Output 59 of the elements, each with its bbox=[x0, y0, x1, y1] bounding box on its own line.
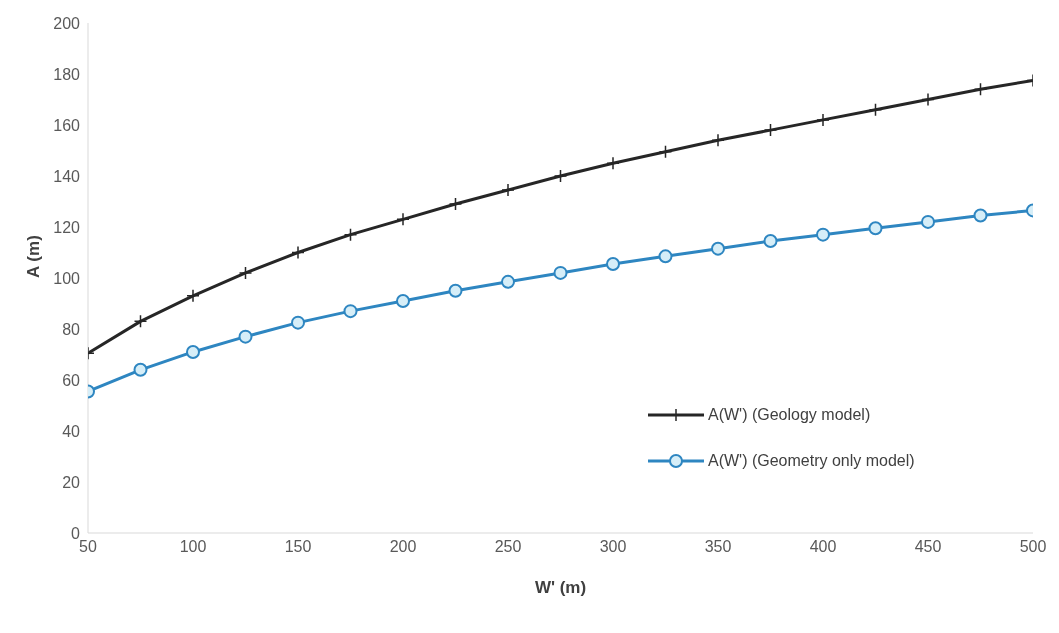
point bbox=[763, 234, 778, 249]
y-tick-label: 120 bbox=[53, 218, 81, 236]
point bbox=[973, 208, 988, 223]
x-tick-label: 350 bbox=[704, 538, 732, 556]
point bbox=[553, 265, 568, 280]
y-tick-label: 200 bbox=[53, 14, 81, 32]
y-tick-label: 0 bbox=[71, 524, 81, 542]
x-tick-label: 200 bbox=[389, 538, 417, 556]
point bbox=[238, 266, 253, 280]
y-tick-label: 80 bbox=[62, 320, 81, 338]
x-tick-label: 50 bbox=[79, 538, 97, 556]
y-axis-title: A (m) bbox=[24, 235, 44, 278]
y-tick-label: 180 bbox=[53, 65, 81, 83]
point bbox=[238, 329, 253, 344]
y-tick-label: 140 bbox=[53, 167, 81, 185]
y-tick-label: 160 bbox=[53, 116, 81, 134]
x-tick-label: 250 bbox=[494, 538, 522, 556]
point bbox=[186, 344, 200, 359]
y-tick-label: 100 bbox=[53, 269, 81, 287]
point bbox=[133, 314, 148, 329]
y-tick-label: 40 bbox=[62, 422, 81, 440]
point bbox=[868, 221, 883, 236]
point bbox=[606, 256, 620, 271]
point bbox=[133, 362, 148, 377]
point bbox=[448, 283, 463, 298]
x-tick-label: 100 bbox=[179, 538, 207, 556]
x-tick-label: 450 bbox=[914, 538, 942, 556]
point bbox=[343, 227, 358, 242]
point bbox=[711, 241, 725, 256]
point bbox=[921, 92, 935, 107]
point bbox=[501, 274, 515, 289]
point bbox=[816, 227, 830, 242]
legend-label: A(W') (Geology model) bbox=[708, 406, 871, 424]
point bbox=[973, 82, 988, 97]
point bbox=[606, 156, 620, 170]
x-tick-label: 400 bbox=[809, 538, 837, 556]
x-tick-label: 300 bbox=[599, 538, 627, 556]
y-tick-label: 20 bbox=[62, 473, 81, 491]
point bbox=[343, 304, 358, 319]
point bbox=[501, 183, 515, 197]
point bbox=[868, 102, 883, 117]
x-tick-label: 150 bbox=[284, 538, 312, 556]
point bbox=[921, 214, 935, 229]
point bbox=[816, 113, 830, 127]
point bbox=[186, 289, 200, 303]
point bbox=[396, 293, 410, 308]
point bbox=[291, 315, 305, 330]
point bbox=[396, 212, 410, 227]
point bbox=[291, 245, 305, 260]
x-axis-title: W' (m) bbox=[534, 578, 587, 597]
x-tick-label: 500 bbox=[1019, 538, 1047, 556]
y-tick-label: 60 bbox=[62, 371, 81, 389]
point bbox=[448, 197, 463, 211]
point bbox=[658, 249, 673, 264]
point bbox=[658, 145, 673, 159]
point bbox=[553, 169, 568, 183]
legend-label: A(W') (Geometry only model) bbox=[708, 452, 915, 470]
point bbox=[763, 123, 778, 137]
point bbox=[711, 133, 725, 148]
